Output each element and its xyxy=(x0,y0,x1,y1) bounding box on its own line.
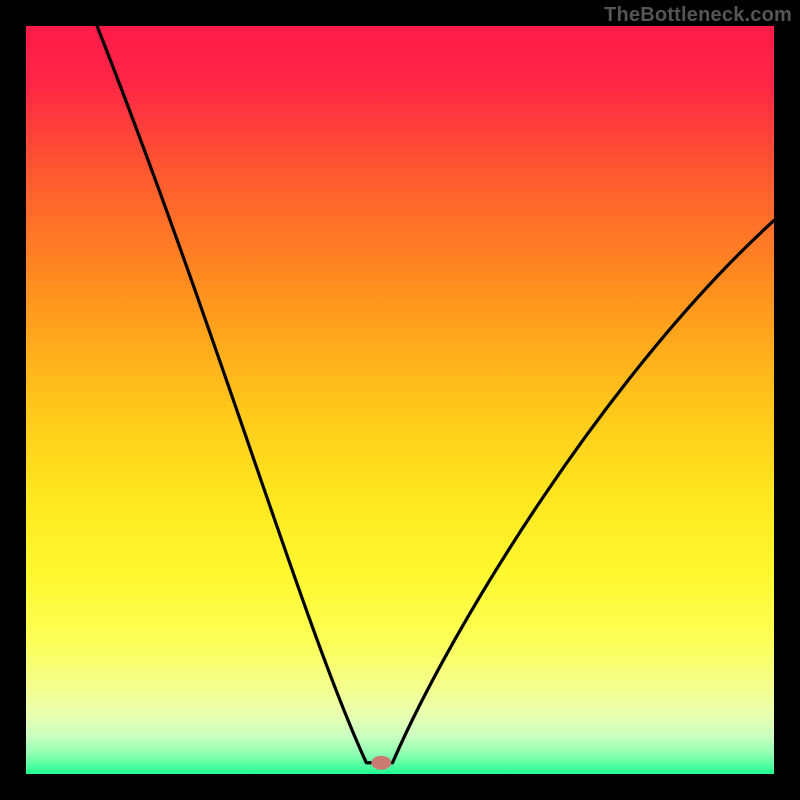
bottleneck-chart xyxy=(0,0,800,800)
chart-container: TheBottleneck.com xyxy=(0,0,800,800)
optimal-point-marker xyxy=(371,756,391,770)
watermark-text: TheBottleneck.com xyxy=(604,4,792,27)
